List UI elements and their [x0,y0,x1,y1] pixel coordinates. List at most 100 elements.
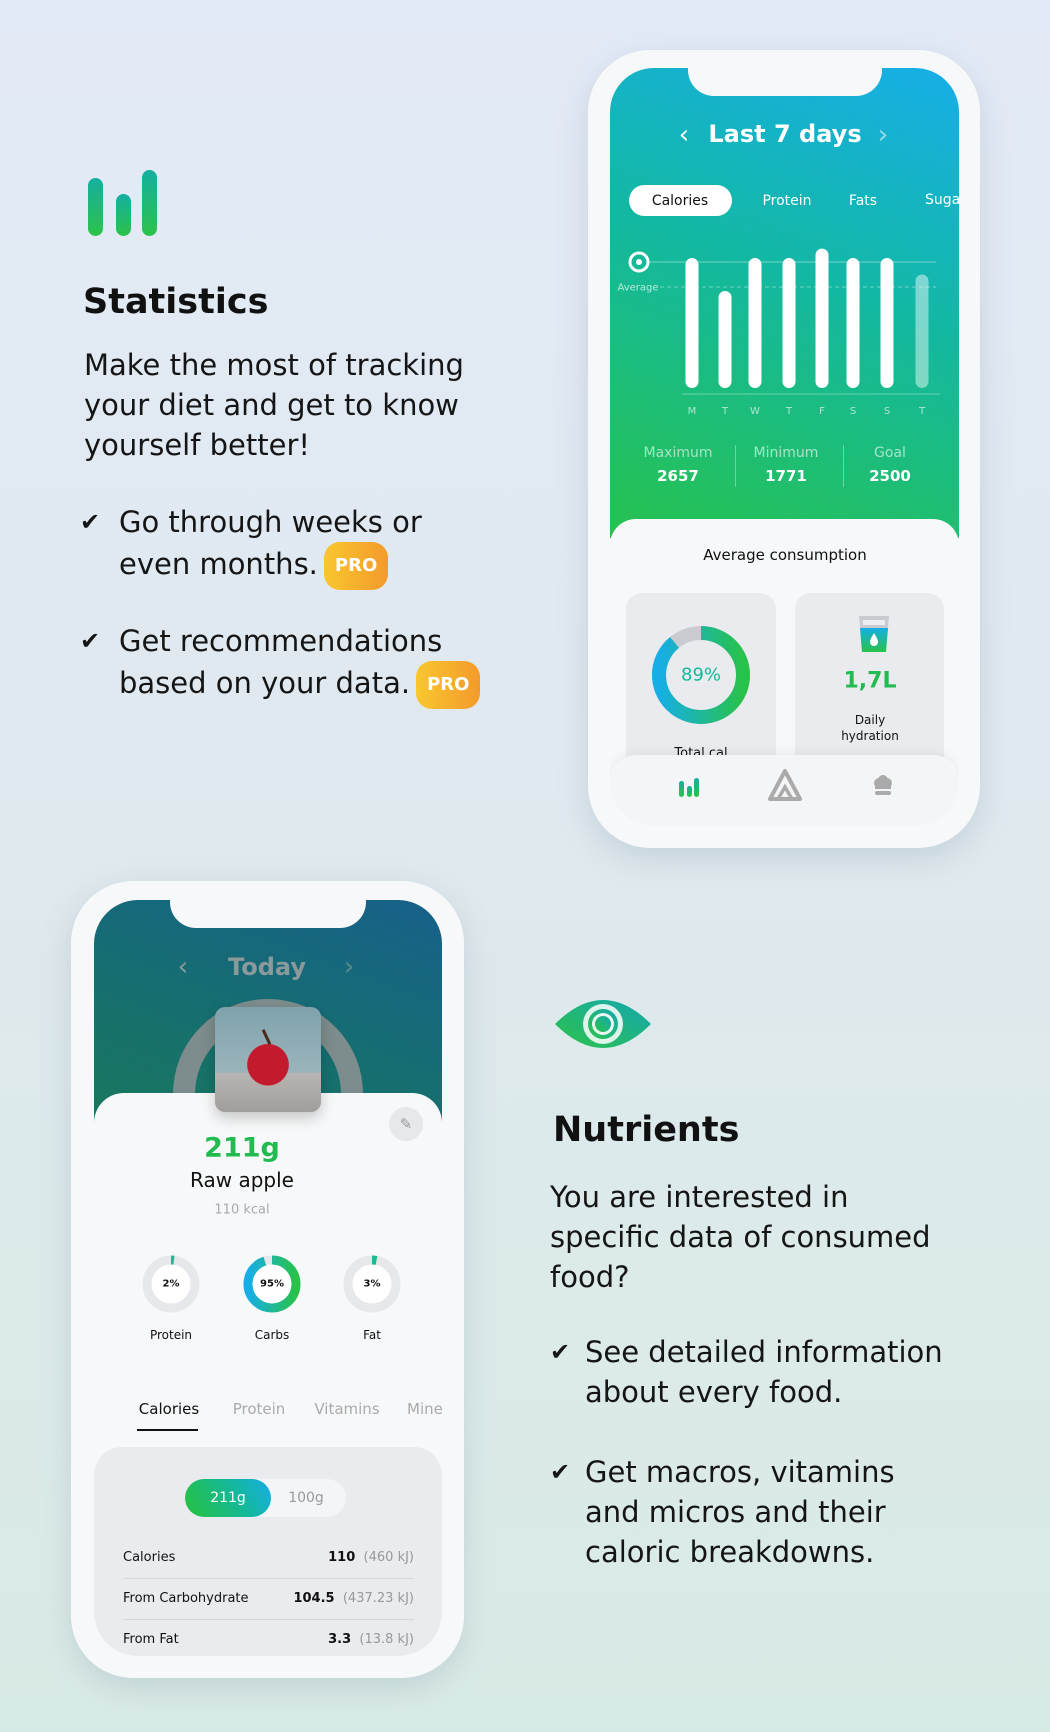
target-icon [628,251,650,273]
text-line: and micros and their [585,1495,886,1529]
active-tab-underline [137,1429,198,1431]
goal-label: Goal [874,445,906,461]
day-label: S [850,406,856,417]
macro-percent: 95% [260,1278,284,1290]
eye-icon [555,1000,651,1048]
statistics-bullet: ✔ Go through weeks or even months. PRO [80,502,422,590]
food-kcal: 110 kcal [214,1202,270,1218]
divider [843,445,844,487]
macro-label: Fat [363,1328,381,1342]
next-period-button[interactable]: › [877,120,889,150]
calories-card[interactable] [626,593,776,773]
statistics-heading: Statistics [83,282,269,322]
row-amount: 104.5 [293,1591,335,1606]
food-weight: 211g [204,1132,280,1164]
divider [735,445,736,487]
macro-donut-carbs [243,1255,301,1313]
average-label: Average [617,282,659,294]
check-icon: ✔ [80,627,101,655]
bar-T [718,291,732,388]
prev-day-button[interactable]: ‹ [177,952,189,982]
tab-vitamins[interactable]: Vitamins [314,1400,380,1418]
text-line: Get macros, vitamins [585,1455,895,1489]
edit-button[interactable]: ✎ [389,1107,423,1141]
nav-diary-icon[interactable] [767,768,803,802]
nutrients-bullet: ✔ Get macros, vitamins and micros and the… [550,1452,895,1572]
tab-sugar[interactable]: Suga [925,192,959,208]
nutrients-heading: Nutrients [553,1110,740,1150]
row-value: 104.5 (437.23 kJ) [293,1591,414,1606]
check-icon: ✔ [80,508,101,536]
row-amount: 110 [328,1550,356,1565]
macro-percent: 2% [162,1278,180,1290]
day-label: W [750,406,760,417]
calorie-percent: 89% [680,664,722,686]
tab-protein[interactable]: Protein [232,1400,286,1418]
text-line: specific data of consumed [550,1220,931,1254]
bar-T [782,258,796,388]
text-line: your diet and get to know [84,388,459,422]
tab-minerals[interactable]: Mine [407,1400,442,1418]
row-label: Calories [123,1550,176,1565]
row-label: From Fat [123,1632,179,1647]
row-value: 3.3 (13.8 kJ) [328,1632,414,1647]
pro-badge: PRO [323,542,389,590]
macro-label: Carbs [254,1328,290,1342]
row-divider [123,1619,414,1620]
day-label: T [918,406,926,417]
row-value: 110 (460 kJ) [328,1550,414,1565]
pencil-icon: ✎ [399,1115,413,1133]
text-line: Get recommendations [119,624,443,658]
check-icon: ✔ [550,1338,571,1366]
macro-percent: 3% [363,1278,381,1290]
nutrients-bullet: ✔ See detailed information about every fo… [550,1332,943,1412]
prev-period-button[interactable]: ‹ [678,120,690,150]
text-line: even months. [119,547,318,581]
portion-option-label: 211g [210,1490,246,1506]
bar-T [915,274,929,388]
row-kj: (13.8 kJ) [359,1632,414,1647]
tab-calories[interactable] [629,185,732,216]
portion-option-100g[interactable]: 100g [288,1490,324,1506]
calorie-donut-arc [652,626,750,724]
row-kj: (460 kJ) [363,1550,414,1565]
text-line: about every food. [585,1375,843,1409]
nutrients-description: You are interested in specific data of c… [550,1177,931,1297]
text-line: caloric breakdowns. [585,1535,875,1569]
maximum-label: Maximum [643,445,713,461]
row-label: From Carbohydrate [123,1591,249,1606]
tab-calories[interactable]: Calories [138,1400,200,1418]
minimum-value: 1771 [765,467,807,485]
goal-value: 2500 [869,467,911,485]
day-label: T [721,406,729,417]
text-line: You are interested in [550,1180,849,1214]
average-title: Average consumption [703,546,867,564]
minimum-label: Minimum [753,445,819,461]
macro-label: Protein [149,1328,193,1342]
day-label: M [688,406,697,417]
text-line: See detailed information [585,1335,943,1369]
row-kj: (437.23 kJ) [342,1591,414,1606]
nav-recipes-icon[interactable] [872,775,894,797]
period-title: Last 7 days [708,120,862,148]
tab-fats[interactable]: Fats [848,193,878,209]
tab-label: Calories [651,193,709,209]
hydration-value: 1,7L [843,668,897,694]
statistics-description: Make the most of tracking your diet and … [84,345,464,465]
bar-S [880,258,894,388]
nav-statistics-icon[interactable] [678,776,700,798]
portion-option-selected[interactable] [185,1479,271,1517]
tab-protein[interactable]: Protein [762,193,812,209]
bar-S [846,258,860,388]
text-line: yourself better! [84,428,311,462]
text-line: Make the most of tracking [84,348,464,382]
calorie-donut [652,626,750,724]
stats-screen: ‹ Last 7 days › Calories Protein Fats Su… [610,68,959,826]
target-icon-dot [636,259,642,265]
next-day-button[interactable]: › [343,952,355,982]
macro-donut-fat [343,1255,401,1313]
text-line: Go through weeks or [119,505,422,539]
macro-arc [243,1255,301,1313]
row-divider [123,1578,414,1579]
